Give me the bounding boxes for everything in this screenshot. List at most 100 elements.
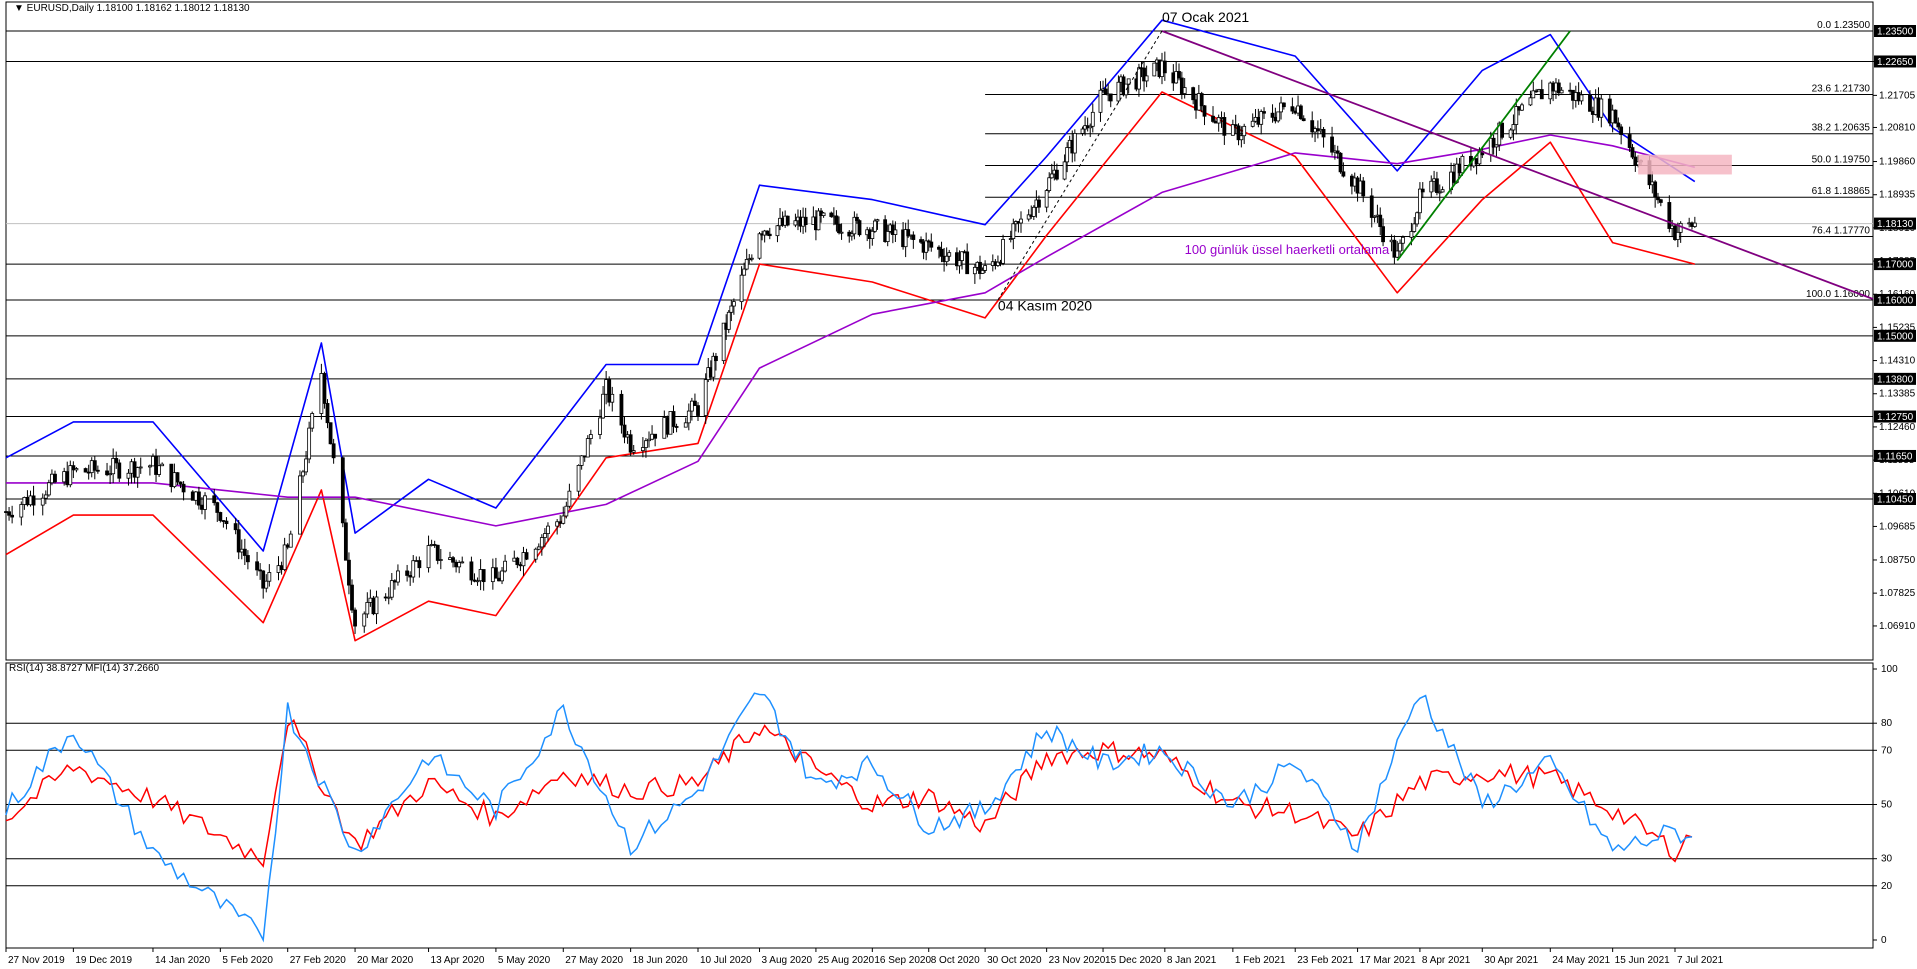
candle-body <box>978 261 982 274</box>
candle-body <box>1301 118 1306 122</box>
candle-body <box>1531 90 1536 99</box>
candle-body <box>65 471 70 486</box>
candle-body <box>405 570 410 576</box>
candle-body <box>4 511 8 513</box>
candle-body <box>1633 156 1638 166</box>
candle-body <box>500 570 504 582</box>
price-tag-label: 1.10450 <box>1877 495 1914 506</box>
fib-level-label: 38.2 1.20635 <box>1812 123 1871 134</box>
date-tick-label: 5 May 2020 <box>498 955 551 966</box>
candle-body <box>1008 238 1013 240</box>
candle-body <box>68 465 73 486</box>
candle-body <box>1298 105 1303 120</box>
candle-body <box>834 215 839 225</box>
date-tick-label: 8 Jan 2021 <box>1167 955 1217 966</box>
candle-body <box>169 463 174 488</box>
candle-body <box>105 470 109 476</box>
candle-body <box>1279 102 1283 113</box>
candle-body <box>160 463 165 467</box>
candle-body <box>1508 129 1513 138</box>
candle-body <box>454 561 459 568</box>
candle-body <box>181 483 186 493</box>
oscillator-axis: 0 20 30 50 70 80 100 <box>1873 664 1898 946</box>
candle-body <box>481 569 486 583</box>
candle-body <box>926 240 931 243</box>
candle-body <box>386 596 391 599</box>
candle-body <box>1310 120 1315 133</box>
candle-body <box>1398 242 1402 252</box>
candle-body <box>1667 202 1672 229</box>
candle-body <box>19 504 24 518</box>
candle-body <box>1162 60 1167 74</box>
candle-body <box>1270 112 1275 118</box>
candle-body <box>1211 115 1215 122</box>
candle-body <box>665 417 670 435</box>
candle-body <box>937 246 941 250</box>
price-tick-label: 1.18935 <box>1879 190 1916 201</box>
candle-body <box>1031 206 1036 217</box>
candle-body <box>1321 128 1326 138</box>
candle-body <box>497 577 501 582</box>
candle-body <box>1090 111 1095 127</box>
candle-body <box>1103 88 1108 95</box>
candle-body <box>668 411 673 435</box>
candle-body <box>129 461 134 474</box>
candle-body <box>368 597 373 603</box>
date-tick-label: 18 Jun 2020 <box>633 955 688 966</box>
resistance-box <box>1638 154 1732 175</box>
candle-body <box>1137 67 1141 90</box>
candle-body <box>432 544 437 546</box>
candle-body <box>555 521 560 527</box>
price-tick-label: 1.12460 <box>1879 422 1916 433</box>
price-tag <box>1874 258 1916 271</box>
price-tag <box>1874 55 1916 68</box>
candle-body <box>1191 87 1196 101</box>
candle-body <box>460 561 465 564</box>
candle-body <box>631 450 636 453</box>
candle-body <box>957 260 962 267</box>
candle-body <box>1233 124 1238 127</box>
candle-body <box>438 559 443 561</box>
bands <box>5 19 1696 642</box>
candle-body <box>1511 124 1516 131</box>
candle-body <box>1177 71 1181 79</box>
candle-body <box>1116 81 1121 102</box>
candle-body <box>383 596 388 599</box>
candle-body <box>245 555 250 563</box>
price-tag-label: 1.23500 <box>1877 27 1914 38</box>
oscillator-frame <box>5 662 1874 949</box>
date-tick-label: 23 Nov 2020 <box>1049 955 1106 966</box>
oscillator-tick-label: 0 <box>1881 935 1887 946</box>
candle-body <box>1062 161 1067 180</box>
candle-body <box>71 465 76 471</box>
oscillator-levels <box>6 722 1873 887</box>
date-tick-label: 16 Sep 2020 <box>874 955 931 966</box>
candle-body <box>1202 105 1207 117</box>
annotations: 07 Ocak 2021 04 Kasım 2020 100 günlük üsse… <box>998 9 1390 314</box>
date-tick-label: 17 Mar 2021 <box>1360 955 1417 966</box>
candle-body <box>1338 152 1343 173</box>
candle-body <box>1179 77 1184 94</box>
candles <box>4 51 1697 634</box>
candle-body <box>1437 191 1442 194</box>
candle-body <box>924 240 929 253</box>
candle-body <box>1613 109 1618 124</box>
candle-body <box>588 434 593 439</box>
price-tag-label: 1.12750 <box>1877 412 1914 423</box>
candle-body <box>1579 94 1584 102</box>
price-tag <box>1874 293 1916 306</box>
annotation-label: 100 günlük üssel haerketli ortalama <box>1185 242 1390 257</box>
price-tag <box>1874 493 1916 505</box>
candle-body <box>972 266 977 275</box>
candle-body <box>919 239 923 243</box>
candle-body <box>1599 98 1604 118</box>
date-tick-label: 7 Jul 2021 <box>1677 955 1724 966</box>
candle-body <box>95 469 100 472</box>
candle-body <box>1412 223 1417 232</box>
candle-body <box>221 520 226 522</box>
candle-body <box>671 411 676 427</box>
candle-body <box>126 472 131 479</box>
candle-body <box>362 613 367 627</box>
candle-body <box>267 572 272 582</box>
candle-body <box>1675 231 1680 240</box>
